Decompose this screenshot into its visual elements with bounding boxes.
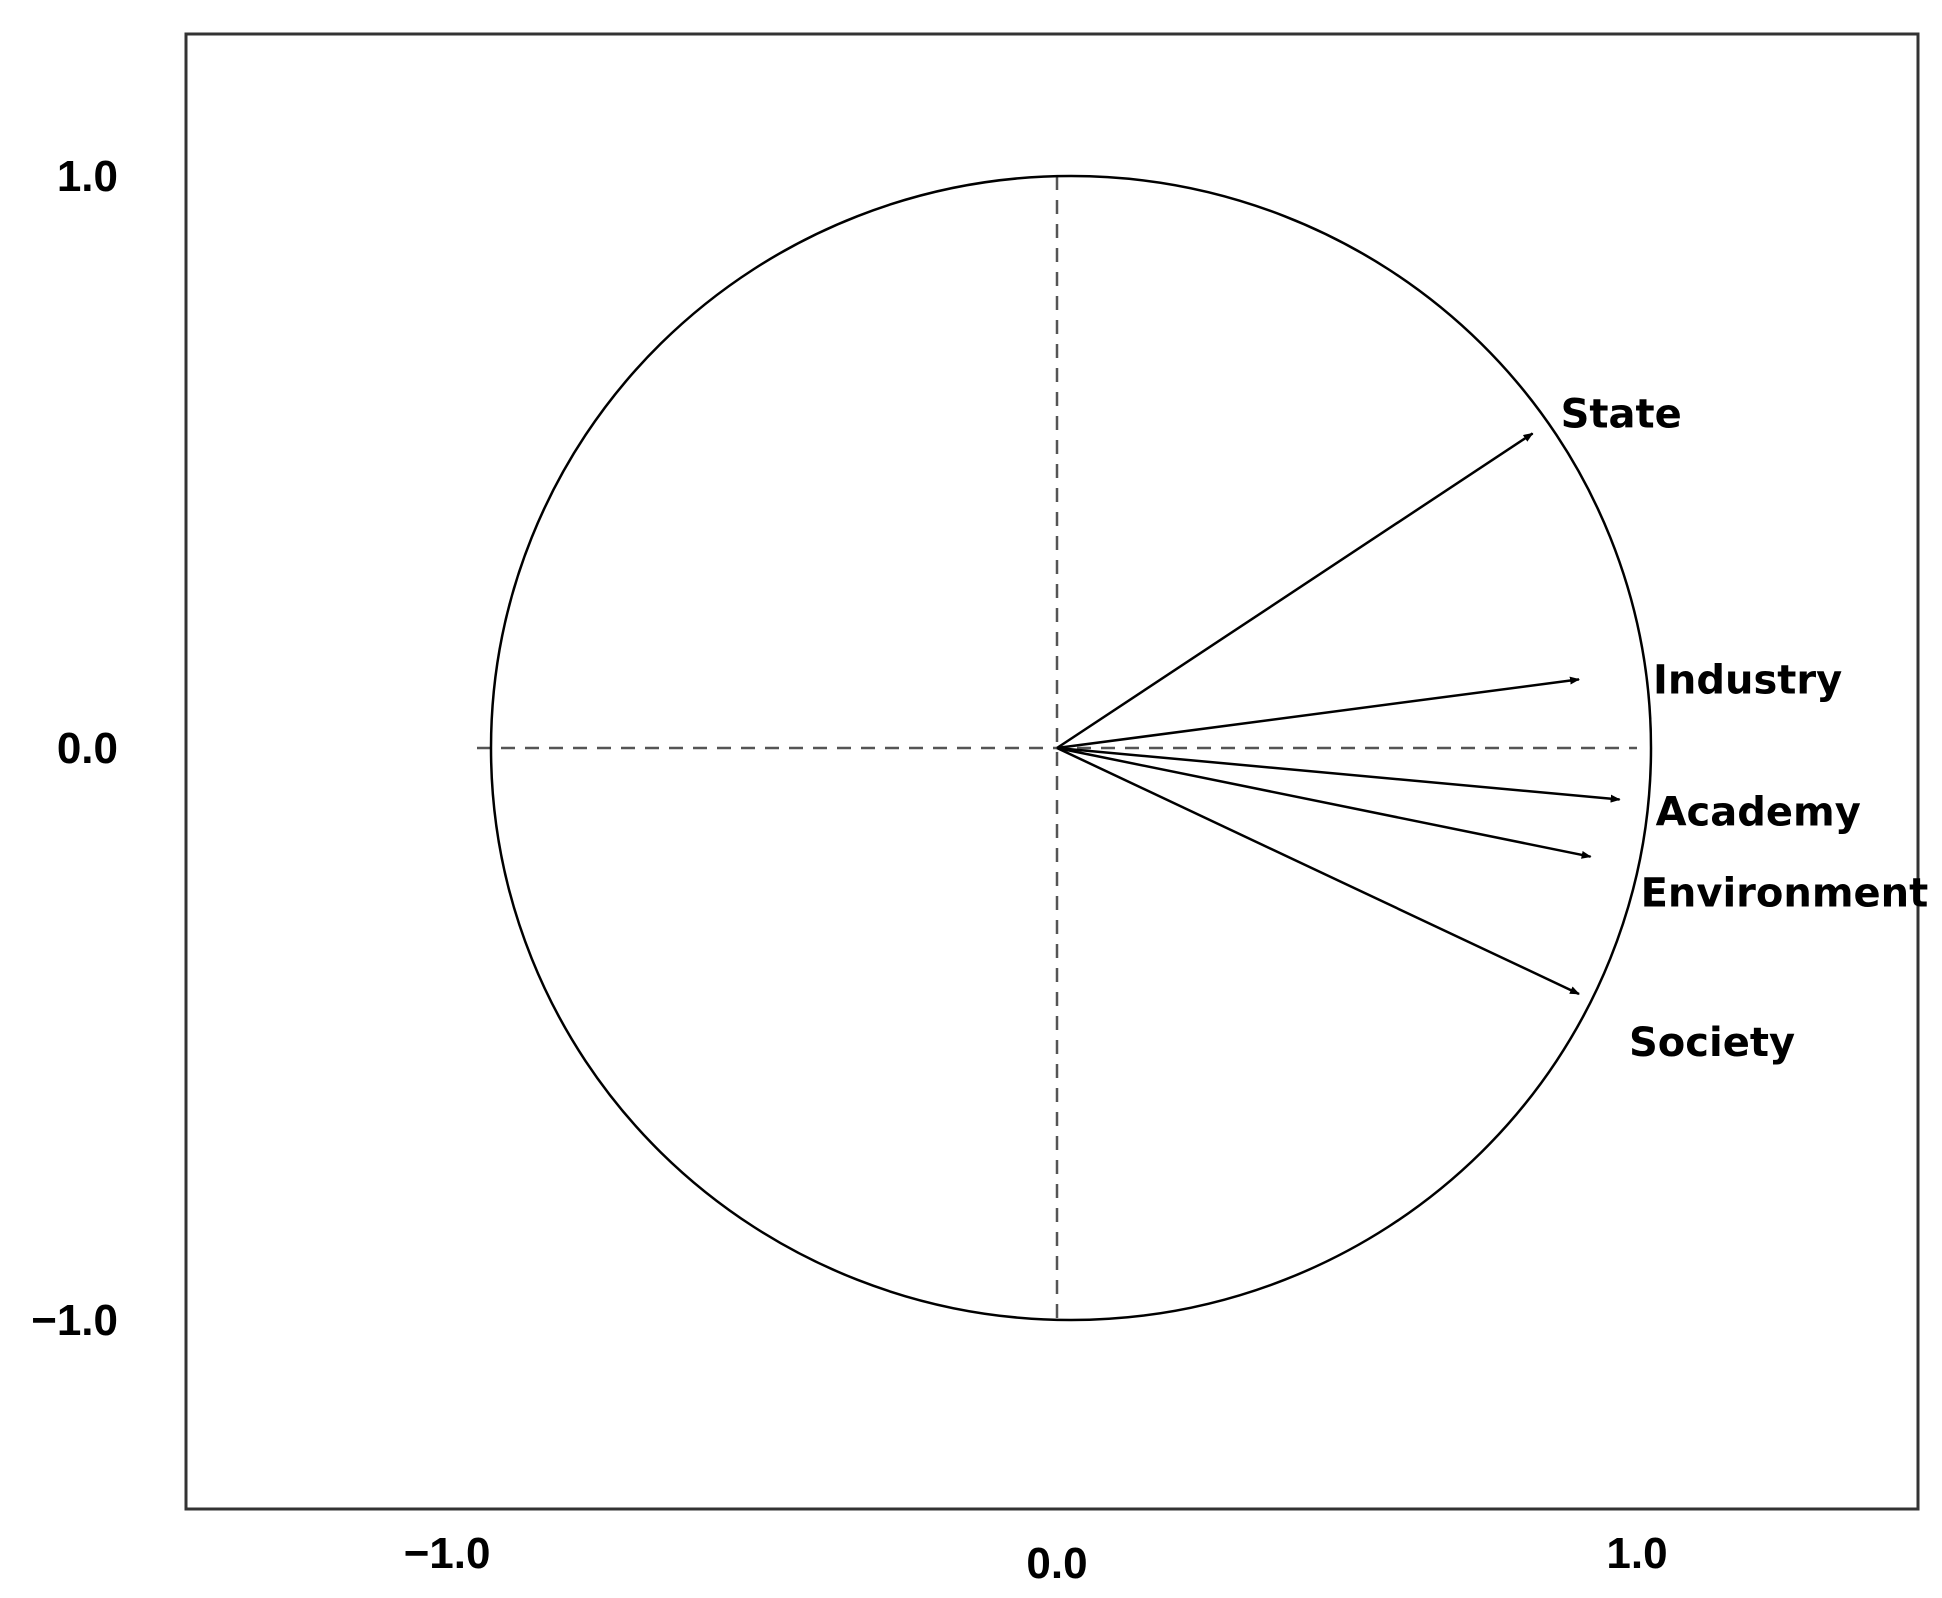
- vector-arrow-environment: [1056, 746, 1592, 859]
- unit-circle: [489, 174, 1653, 1322]
- x-tick-label: 1.0: [1606, 1529, 1667, 1578]
- vector-label-society: Society: [1629, 1020, 1795, 1066]
- y-tick-label: −1.0: [31, 1296, 118, 1345]
- vector-label-state: State: [1561, 391, 1682, 437]
- vector-arrow-state: [1056, 432, 1534, 750]
- y-tick-label: 1.0: [57, 152, 118, 201]
- plot-frame: [184, 32, 1920, 1511]
- unit-circle-layer: [489, 174, 1653, 1322]
- vector-arrow-society: [1056, 746, 1580, 996]
- x-tick-label: 0.0: [1026, 1539, 1087, 1588]
- vector-layer: State Industry Academy Environment Society: [1056, 391, 1929, 1066]
- vector-arrow-industry: [1056, 676, 1580, 750]
- y-tick-label: 0.0: [57, 724, 118, 773]
- vector-arrow-academy: [1056, 746, 1621, 803]
- vector-label-academy: Academy: [1656, 789, 1861, 835]
- vector-label-industry: Industry: [1653, 657, 1842, 703]
- x-tick-label: −1.0: [404, 1529, 491, 1578]
- tick-labels: −1.0 0.0 1.0 1.0 0.0 −1.0: [31, 152, 1667, 1588]
- vector-label-environment: Environment: [1641, 871, 1929, 917]
